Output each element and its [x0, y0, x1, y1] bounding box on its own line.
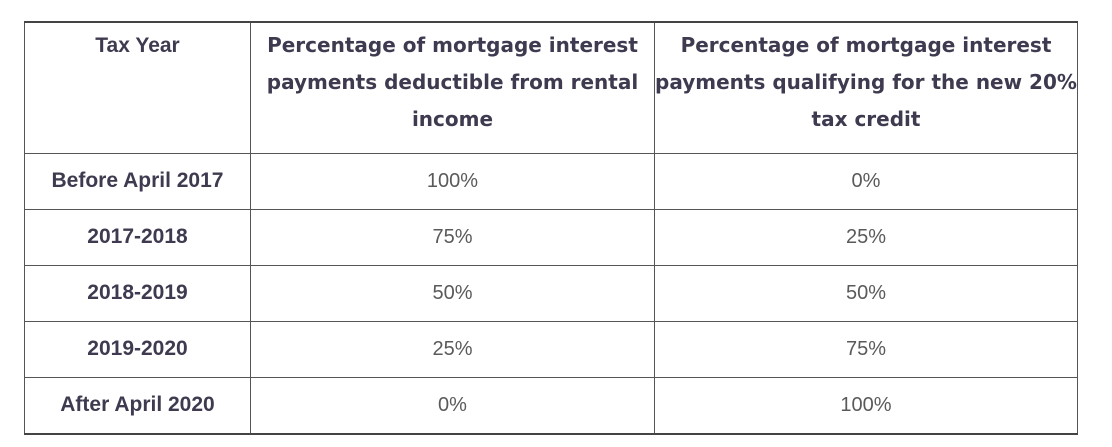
mortgage-interest-table: Tax Year Percentage of mortgage interest… — [24, 21, 1078, 435]
header-deductible-percentage: Percentage of mortgage interest payments… — [250, 21, 655, 154]
header-row: Tax Year Percentage of mortgage interest… — [24, 21, 1078, 154]
tax-credit-cell: 0% — [654, 152, 1078, 210]
header-tax-credit-percentage: Percentage of mortgage interest payments… — [654, 21, 1078, 154]
table-header: Tax Year Percentage of mortgage interest… — [24, 21, 1078, 154]
tax-year-cell: Before April 2017 — [24, 152, 251, 210]
table-row: After April 2020 0% 100% — [24, 376, 1078, 435]
table-row: 2018-2019 50% 50% — [24, 264, 1078, 322]
tax-year-cell: 2019-2020 — [24, 320, 251, 378]
header-tax-year: Tax Year — [24, 21, 251, 154]
table-row: Before April 2017 100% 0% — [24, 152, 1078, 210]
deductible-cell: 50% — [250, 264, 655, 322]
table-row: 2019-2020 25% 75% — [24, 320, 1078, 378]
tax-credit-cell: 100% — [654, 376, 1078, 435]
deductible-cell: 100% — [250, 152, 655, 210]
tax-year-cell: 2017-2018 — [24, 208, 251, 266]
tax-credit-cell: 50% — [654, 264, 1078, 322]
deductible-cell: 0% — [250, 376, 655, 435]
deductible-cell: 25% — [250, 320, 655, 378]
tax-credit-cell: 25% — [654, 208, 1078, 266]
tax-year-cell: After April 2020 — [24, 376, 251, 435]
tax-credit-cell: 75% — [654, 320, 1078, 378]
table-body: Before April 2017 100% 0% 2017-2018 75% … — [24, 152, 1078, 435]
deductible-cell: 75% — [250, 208, 655, 266]
tax-year-cell: 2018-2019 — [24, 264, 251, 322]
table-row: 2017-2018 75% 25% — [24, 208, 1078, 266]
